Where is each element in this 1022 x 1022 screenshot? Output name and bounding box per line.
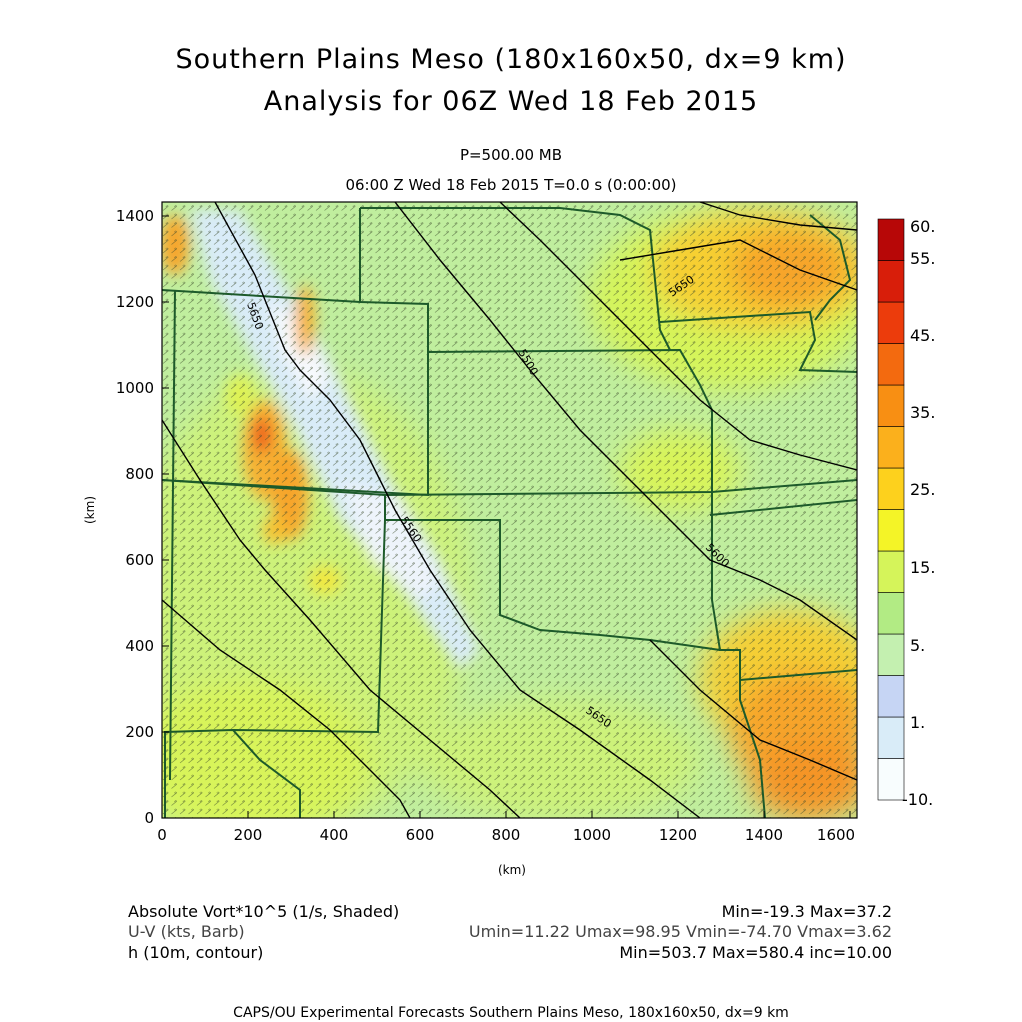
x-tick-label: 0 [157, 826, 167, 844]
colorbar-label: -10. [902, 790, 933, 809]
colorbar-label: 25. [910, 480, 935, 499]
x-tick-label: 1000 [573, 826, 611, 844]
colorbar-swatch [877, 301, 905, 344]
colorbar [877, 218, 905, 801]
colorbar-swatch [877, 716, 905, 759]
x-tick-label: 600 [406, 826, 435, 844]
x-tick-labels: 0 200 400 600 800 1000 1200 1400 1600 [157, 826, 855, 844]
colorbar-label: 60. [910, 217, 935, 236]
plot-frame [161, 201, 858, 819]
colorbar-label: 55. [910, 249, 935, 268]
colorbar-swatch [877, 675, 905, 718]
colorbar-label: 5. [910, 636, 925, 655]
credit-line: CAPS/OU Experimental Forecasts Southern … [233, 1005, 789, 1021]
height-legend-label: h (10m, contour) [128, 943, 264, 962]
colorbar-label: 35. [910, 403, 935, 422]
y-tick-label: 1000 [116, 379, 154, 397]
colorbar-swatch [877, 260, 905, 303]
time-label: 06:00 Z Wed 18 Feb 2015 T=0.0 s (0:00:00… [345, 176, 677, 194]
y-tick-label: 600 [125, 551, 154, 569]
wind-legend-stats: Umin=11.22 Umax=98.95 Vmin=-74.70 Vmax=3… [468, 922, 892, 941]
state-boundaries [162, 207, 857, 818]
colorbar-label: 1. [910, 713, 925, 732]
vorticity-shading [162, 202, 857, 818]
axis-ticks [161, 215, 851, 819]
colorbar-label: 15. [910, 558, 935, 577]
y-tick-label: 200 [125, 723, 154, 741]
vorticity-legend-label: Absolute Vort*10^5 (1/s, Shaded) [128, 902, 400, 921]
colorbar-labels: 60. 55. 45. 35. 25. 15. 5. 1. -10. [902, 217, 935, 809]
title-line-1: Southern Plains Meso (180x160x50, dx=9 k… [175, 44, 847, 75]
colorbar-swatch [877, 550, 905, 593]
colorbar-label: 45. [910, 326, 935, 345]
colorbar-swatch [877, 384, 905, 427]
colorbar-swatch [877, 467, 905, 510]
y-axis-unit: (km) [83, 496, 97, 524]
colorbar-swatch [877, 592, 905, 635]
x-tick-label: 400 [320, 826, 349, 844]
colorbar-swatch [877, 509, 905, 552]
colorbar-swatch [877, 218, 905, 261]
y-tick-label: 400 [125, 637, 154, 655]
y-tick-label: 800 [125, 465, 154, 483]
wind-legend-label: U-V (kts, Barb) [128, 922, 245, 941]
x-tick-label: 200 [234, 826, 263, 844]
x-axis-unit: (km) [498, 863, 526, 877]
y-tick-labels: 0 200 400 600 800 1000 1200 1400 [116, 207, 154, 827]
level-label: P=500.00 MB [459, 146, 563, 164]
height-legend-stats: Min=503.7 Max=580.4 inc=10.00 [619, 943, 892, 962]
colorbar-swatch [877, 633, 905, 676]
vorticity-legend-stats: Min=-19.3 Max=37.2 [721, 902, 892, 921]
y-tick-label: 1200 [116, 293, 154, 311]
colorbar-swatch [877, 758, 905, 801]
x-tick-label: 1600 [817, 826, 855, 844]
y-tick-label: 0 [144, 809, 154, 827]
x-tick-label: 1200 [659, 826, 697, 844]
colorbar-swatch [877, 426, 905, 469]
x-tick-label: 1400 [745, 826, 783, 844]
height-contours [162, 202, 857, 818]
colorbar-swatch [877, 343, 905, 386]
y-tick-label: 1400 [116, 207, 154, 225]
title-line-2: Analysis for 06Z Wed 18 Feb 2015 [263, 86, 759, 117]
x-tick-label: 800 [492, 826, 521, 844]
